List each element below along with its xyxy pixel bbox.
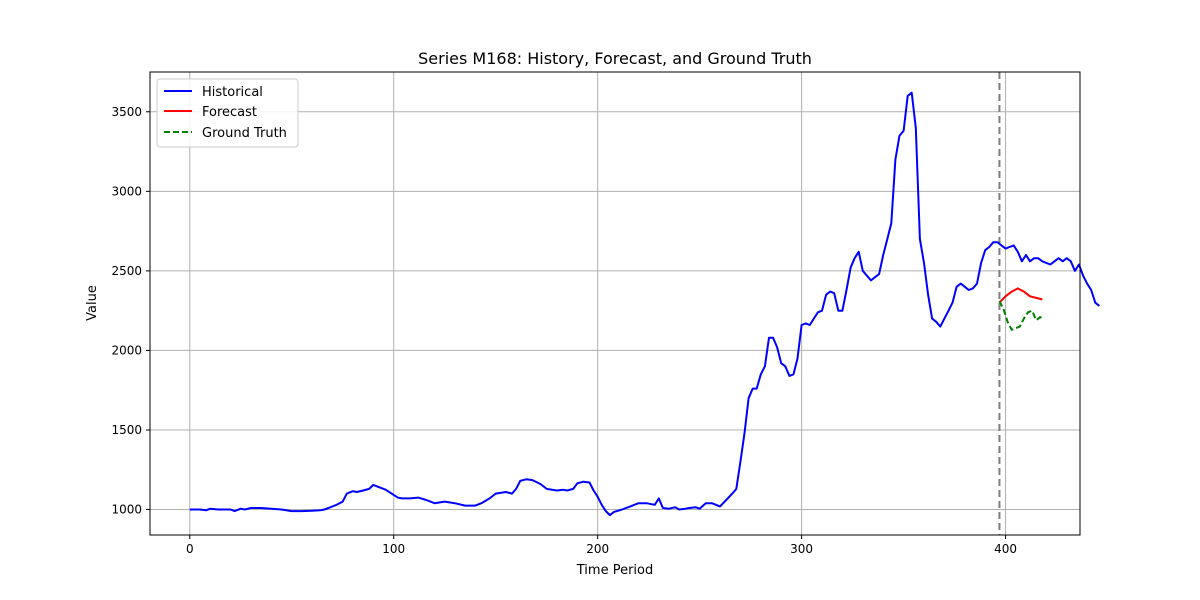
x-tick-label: 300 (790, 542, 813, 556)
axis-ticks: 0 100 200 300 400 1000 1500 2000 2500 3000 3500 (111, 105, 1017, 556)
y-tick-label: 1500 (111, 423, 142, 437)
legend-label-ground-truth: Ground Truth (202, 126, 287, 141)
legend: Historical Forecast Ground Truth (156, 78, 299, 148)
y-tick-label: 3000 (111, 184, 142, 198)
x-tick-label: 0 (186, 542, 194, 556)
y-tick-label: 3500 (111, 105, 142, 119)
x-tick-label: 100 (382, 542, 405, 556)
y-tick-label: 2000 (111, 343, 142, 357)
legend-box (156, 78, 299, 148)
legend-label-historical: Historical (202, 85, 263, 100)
x-tick-label: 400 (994, 542, 1017, 556)
y-tick-label: 1000 (111, 503, 142, 517)
grid (150, 72, 1080, 535)
plot-frame (149, 71, 1081, 536)
x-tick-label: 200 (586, 542, 609, 556)
y-axis-label: Value (85, 285, 100, 321)
legend-label-forecast: Forecast (202, 105, 257, 120)
series-line-historical (189, 91, 1101, 517)
y-tick-label: 2500 (111, 264, 142, 278)
series-lines (189, 91, 1101, 517)
chart-title: Series M168: History, Forecast, and Grou… (418, 49, 812, 68)
series-line-forecast (998, 287, 1043, 304)
x-axis-label: Time Period (576, 563, 653, 578)
series-line-ground-truth (998, 300, 1043, 331)
